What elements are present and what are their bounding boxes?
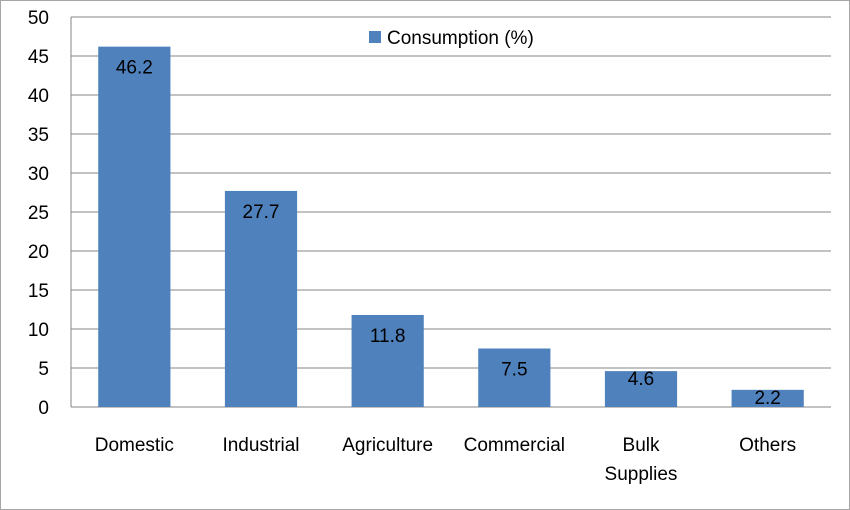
- data-label: 27.7: [243, 202, 280, 223]
- axes: [70, 17, 831, 408]
- y-tick-label: 15: [28, 281, 49, 302]
- y-tick-label: 10: [28, 320, 49, 341]
- data-labels: 46.2 27.7 11.8 7.5 4.6 2.2: [116, 58, 781, 409]
- bar: [224, 190, 298, 407]
- x-category-label: Industrial: [222, 435, 299, 456]
- y-tick-label: 25: [28, 203, 49, 224]
- bar: [731, 389, 804, 407]
- x-category-label: Domestic: [95, 435, 174, 456]
- data-label: 2.2: [754, 388, 780, 409]
- bar: [478, 348, 551, 407]
- bars: [98, 46, 804, 407]
- y-tick-label: 40: [28, 86, 49, 107]
- bar: [98, 46, 171, 407]
- y-tick-label: 5: [38, 359, 49, 380]
- data-label: 7.5: [501, 360, 527, 381]
- y-tick-label: 30: [28, 164, 49, 185]
- y-tick-label: 50: [28, 8, 49, 29]
- y-tick-label: 20: [28, 242, 49, 263]
- legend-label: Consumption (%): [387, 28, 534, 49]
- y-tick-label: 35: [28, 125, 49, 146]
- legend: Consumption (%): [369, 28, 534, 49]
- x-axis-ticks: Domestic Industrial Agriculture Commercial B…: [95, 435, 796, 485]
- x-category-label: Others: [739, 435, 796, 456]
- bar: [351, 314, 424, 407]
- gridlines: [71, 16, 831, 369]
- y-axis-ticks: 0 5 10 15 20 25 30 35 40 45 50: [28, 8, 49, 419]
- x-category-label: Agriculture: [342, 435, 433, 456]
- data-label: 46.2: [116, 58, 153, 79]
- data-label: 4.6: [628, 369, 654, 390]
- legend-swatch: [369, 31, 381, 43]
- x-category-label: Bulk Supplies: [605, 435, 678, 485]
- y-tick-label: 45: [28, 47, 49, 68]
- bar: [604, 371, 678, 407]
- data-label: 11.8: [370, 326, 406, 347]
- y-tick-label: 0: [38, 398, 49, 419]
- x-category-label: Commercial: [464, 435, 565, 456]
